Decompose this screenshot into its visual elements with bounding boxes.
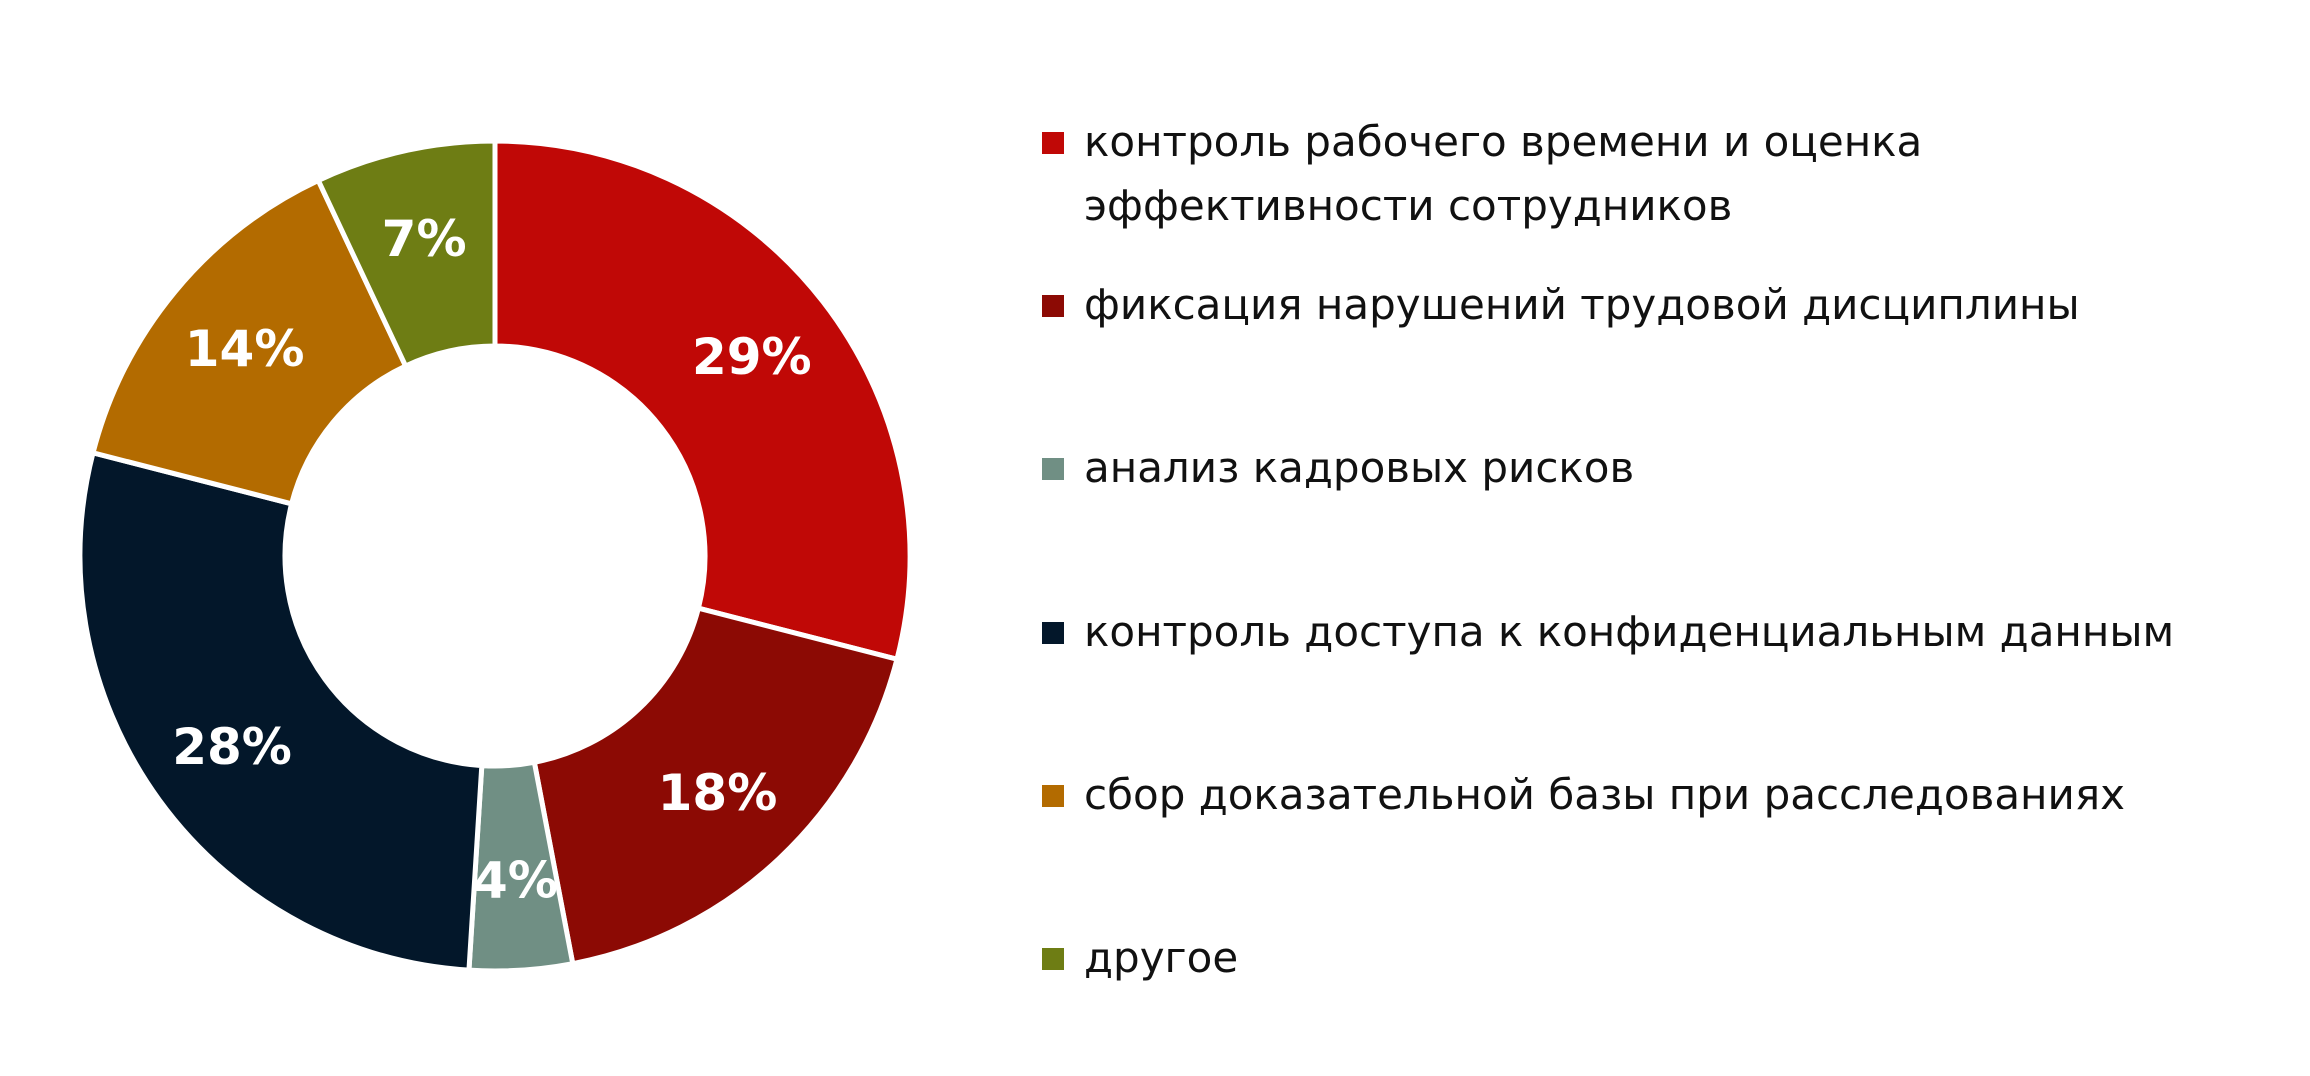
legend-swatch-3 [1042, 458, 1064, 480]
slice-value-label-1: 29% [692, 328, 812, 386]
slice-value-label-4: 28% [172, 718, 292, 776]
donut-slice-2 [531, 605, 901, 967]
slice-value-label-5: 14% [185, 320, 305, 378]
slice-value-label-6: 7% [382, 210, 467, 268]
legend-label-3: анализ кадровых рисков [1084, 443, 1635, 492]
slice-value-label-3: 4% [473, 851, 558, 909]
legend-label-6: другое [1084, 933, 1239, 982]
legend-swatch-2 [1042, 295, 1064, 317]
legend-swatch-6 [1042, 948, 1064, 970]
donut-slice-4 [77, 449, 485, 973]
donut-slice-1 [492, 138, 913, 663]
legend-label-5: сбор доказательной базы при расследовани… [1084, 770, 2125, 819]
legend-swatch-4 [1042, 622, 1064, 644]
legend-label-4: контроль доступа к конфиденциальным данн… [1084, 607, 2175, 656]
slice-value-label-2: 18% [658, 764, 778, 822]
legend-swatch-1 [1042, 132, 1064, 154]
donut-slice-5 [89, 177, 409, 507]
donut-slice-6 [314, 138, 498, 370]
legend-swatch-5 [1042, 785, 1064, 807]
legend-label-2: фиксация нарушений трудовой дисциплины [1084, 280, 2080, 329]
legend-label-1: контроль рабочего времени и оценка эффек… [1084, 117, 1923, 230]
